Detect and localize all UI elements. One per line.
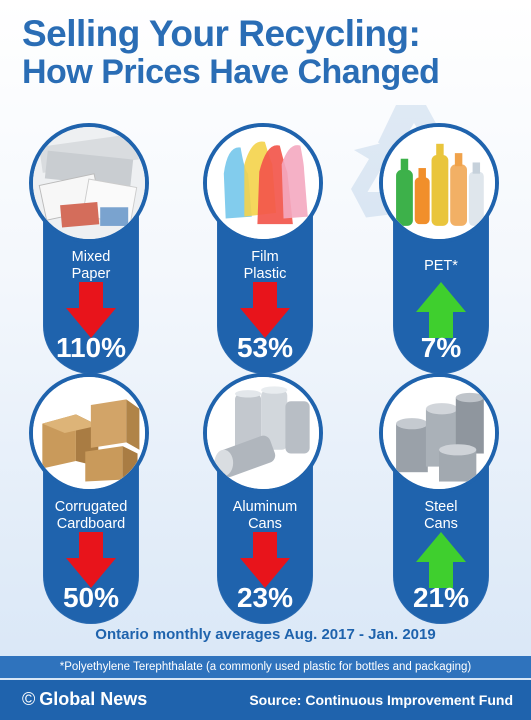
card-film-plastic: Film Plastic 53% (203, 123, 323, 374)
averages-note: Ontario monthly averages Aug. 2017 - Jan… (95, 626, 436, 643)
item-label: Corrugated Cardboard (54, 499, 128, 532)
card-pet: PET* 7% (379, 123, 499, 374)
up-arrow-icon (416, 532, 466, 588)
down-arrow-icon (240, 282, 290, 338)
card-mixed-paper: Mixed Paper 110% (29, 123, 149, 374)
price-change-value: 21% (412, 582, 470, 613)
price-change-value: 50% (62, 582, 120, 613)
title-line-2: How Prices Have Changed (22, 52, 440, 91)
price-change-value: 53% (236, 332, 294, 363)
item-label: PET* (424, 258, 458, 274)
price-change-value: 23% (236, 582, 294, 613)
brand-name: Global News (39, 689, 148, 709)
up-arrow-icon (416, 282, 466, 338)
mixed-paper-photo (29, 123, 149, 243)
footnote: *Polyethylene Terephthalate (a commonly … (0, 656, 531, 678)
item-label: Mixed Paper (71, 249, 111, 282)
plastic-bottles-icon (383, 127, 495, 239)
film-plastic-photo (203, 123, 323, 243)
footer-bar: © Global News Source: Continuous Improvem… (0, 680, 531, 720)
title-line-1: Selling Your Recycling: (22, 13, 421, 54)
down-arrow-icon (240, 532, 290, 588)
price-change-value: 7% (420, 332, 462, 363)
pet-photo (379, 123, 499, 243)
newspaper-stack-icon (33, 127, 145, 239)
item-label: Steel Cans (424, 499, 458, 532)
item-label: Film Plastic (243, 249, 287, 282)
page-title: Selling Your Recycling: How Prices Have … (22, 14, 522, 91)
card-corrugated-cardboard: Corrugated Cardboard 50% (29, 373, 149, 624)
copyright-icon: © (22, 689, 36, 709)
aluminum-cans-icon (207, 377, 319, 489)
card-steel-cans: Steel Cans 21% (379, 373, 499, 624)
item-label: Aluminum Cans (232, 499, 298, 532)
steel-cans-icon (383, 377, 495, 489)
card-aluminum-cans: Aluminum Cans 23% (203, 373, 323, 624)
steel-cans-photo (379, 373, 499, 493)
down-arrow-icon (66, 282, 116, 338)
source-credit: Source: Continuous Improvement Fund (249, 692, 513, 708)
price-change-value: 110% (55, 332, 127, 363)
cardboard-photo (29, 373, 149, 493)
down-arrow-icon (66, 532, 116, 588)
aluminum-cans-photo (203, 373, 323, 493)
cardboard-boxes-icon (33, 377, 145, 489)
brand-logo: © Global News (22, 689, 147, 710)
plastic-bags-icon (207, 127, 319, 239)
